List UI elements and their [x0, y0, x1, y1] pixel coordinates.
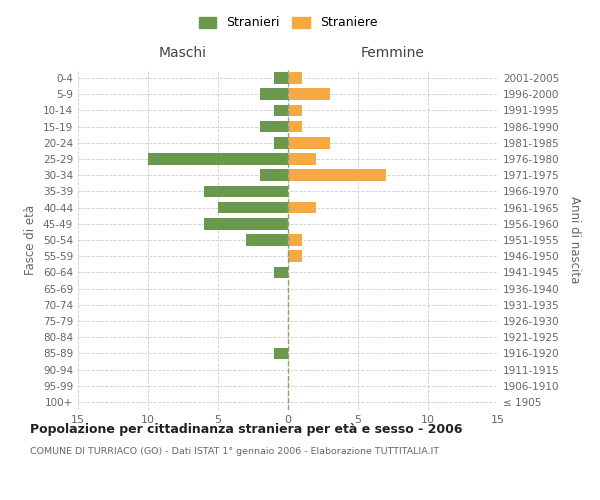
Y-axis label: Anni di nascita: Anni di nascita [568, 196, 581, 284]
Bar [274, 104, 288, 117]
Bar [148, 153, 288, 165]
Bar [274, 137, 288, 148]
Bar [274, 348, 288, 359]
Bar [274, 266, 288, 278]
Bar [288, 88, 330, 100]
Bar [288, 72, 302, 84]
Bar [288, 250, 302, 262]
Text: Popolazione per cittadinanza straniera per età e sesso - 2006: Popolazione per cittadinanza straniera p… [30, 422, 463, 436]
Bar [218, 202, 288, 213]
Text: COMUNE DI TURRIACO (GO) - Dati ISTAT 1° gennaio 2006 - Elaborazione TUTTITALIA.I: COMUNE DI TURRIACO (GO) - Dati ISTAT 1° … [30, 448, 439, 456]
Bar [246, 234, 288, 246]
Bar [288, 104, 302, 117]
Bar [204, 218, 288, 230]
Bar [288, 202, 316, 213]
Text: Femmine: Femmine [361, 46, 425, 60]
Y-axis label: Fasce di età: Fasce di età [25, 205, 37, 275]
Bar [204, 186, 288, 198]
Legend: Stranieri, Straniere: Stranieri, Straniere [195, 12, 381, 33]
Bar [260, 88, 288, 100]
Bar [274, 72, 288, 84]
Bar [288, 234, 302, 246]
Bar [288, 153, 316, 165]
Text: Maschi: Maschi [159, 46, 207, 60]
Bar [260, 121, 288, 132]
Bar [260, 170, 288, 181]
Bar [288, 137, 330, 148]
Bar [288, 121, 302, 132]
Bar [288, 170, 386, 181]
